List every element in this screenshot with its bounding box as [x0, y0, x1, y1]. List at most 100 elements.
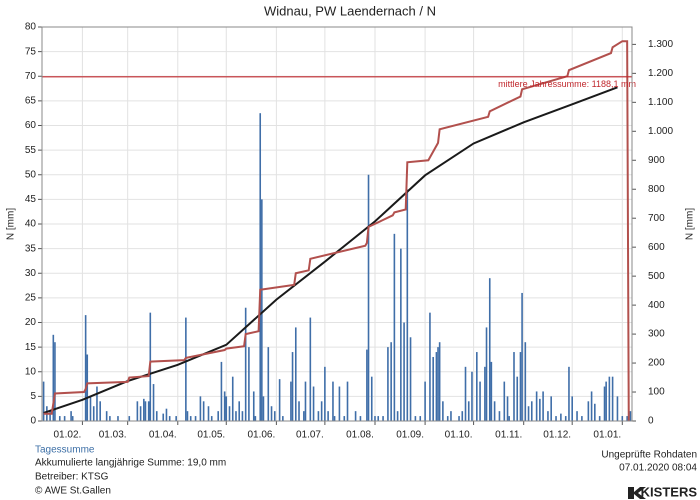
y-tick-label: 35 [25, 243, 37, 254]
bar [309, 317, 312, 421]
bar [513, 352, 515, 421]
bar [393, 233, 396, 421]
bar [210, 416, 213, 421]
bar [450, 411, 452, 421]
bar [194, 416, 197, 421]
bar [424, 381, 426, 421]
y2-tick-label: 200 [648, 358, 665, 369]
x-tick-label: 01.06. [247, 430, 275, 441]
bar [343, 416, 346, 421]
y-tick-label: 0 [30, 416, 36, 427]
plot-border [41, 26, 633, 422]
bar [598, 416, 601, 421]
bar [144, 401, 147, 421]
bar [70, 411, 72, 421]
bar [217, 411, 219, 421]
bar [259, 113, 262, 421]
bar [186, 411, 189, 421]
x-tick-label: 01.02. [54, 430, 82, 441]
bar [535, 391, 538, 421]
bar [278, 379, 281, 421]
x-tick-label: 01.05. [197, 430, 225, 441]
bar [270, 406, 273, 421]
bar [109, 416, 111, 421]
bar [248, 347, 250, 421]
bar [128, 416, 131, 421]
x-tick-label: 01.09. [396, 430, 424, 441]
bar [524, 342, 527, 421]
bar [117, 416, 119, 421]
bar [54, 342, 56, 421]
bar [267, 347, 270, 421]
bar [530, 401, 533, 421]
bar [629, 411, 632, 421]
y2-tick-label: 1.100 [648, 97, 673, 108]
bar [105, 411, 108, 421]
bar [152, 384, 155, 421]
y-tick-label: 55 [25, 145, 37, 156]
bar [354, 411, 357, 421]
bar [338, 386, 341, 421]
bar [446, 416, 449, 421]
bar [432, 356, 434, 421]
bar [58, 416, 61, 421]
bar [96, 386, 98, 421]
y-tick-label: 70 [25, 71, 37, 82]
bar [435, 352, 438, 421]
bar [84, 315, 87, 421]
bar [49, 411, 51, 421]
bar [294, 327, 297, 421]
bar [382, 416, 384, 421]
bar [461, 411, 464, 421]
bar [298, 401, 300, 421]
bar [317, 411, 320, 421]
bar [626, 416, 628, 421]
bar [519, 352, 522, 421]
bar [252, 391, 255, 421]
bar [576, 411, 578, 421]
bar [547, 411, 549, 421]
bar [387, 347, 389, 421]
bar [320, 401, 323, 421]
footer-text: Akkumulierte langjährige Summe: 19,0 mm [35, 458, 226, 469]
y2-tick-label: 700 [648, 213, 665, 224]
bar [409, 337, 412, 421]
bar [442, 401, 444, 421]
y-tick-label: 50 [25, 169, 37, 180]
y2-tick-label: 100 [648, 387, 665, 398]
bar [521, 292, 523, 421]
bar [155, 411, 158, 421]
y2-tick-label: 1.300 [648, 39, 673, 50]
bar [235, 411, 237, 421]
y-tick-label: 75 [25, 46, 37, 57]
y2-tick-label: 800 [648, 184, 665, 195]
x-tick-label: 01.11. [495, 430, 522, 441]
bar [560, 413, 562, 421]
bar [333, 416, 336, 421]
bar [581, 416, 583, 421]
bar [99, 401, 101, 421]
y-tick-label: 15 [25, 342, 37, 353]
bar [223, 391, 226, 421]
footer-text: Ungeprüfte Rohdaten [601, 450, 697, 461]
bar [377, 416, 380, 421]
bar [346, 381, 349, 421]
bar [202, 401, 205, 421]
bar [498, 411, 501, 421]
bar [490, 361, 493, 421]
bar [476, 352, 478, 421]
y2-tick-label: 600 [648, 242, 665, 253]
bar [63, 416, 66, 421]
bar [199, 396, 202, 421]
bar [162, 413, 165, 421]
bar [52, 334, 55, 421]
bar [92, 406, 95, 421]
bar [539, 398, 541, 421]
bar [225, 396, 228, 421]
bar [147, 401, 150, 421]
bar [165, 408, 168, 421]
footer-text: © AWE St.Gallen [35, 486, 111, 497]
y-tick-label: 30 [25, 268, 37, 279]
footer-text: Betreiber: KTSG [35, 472, 109, 483]
